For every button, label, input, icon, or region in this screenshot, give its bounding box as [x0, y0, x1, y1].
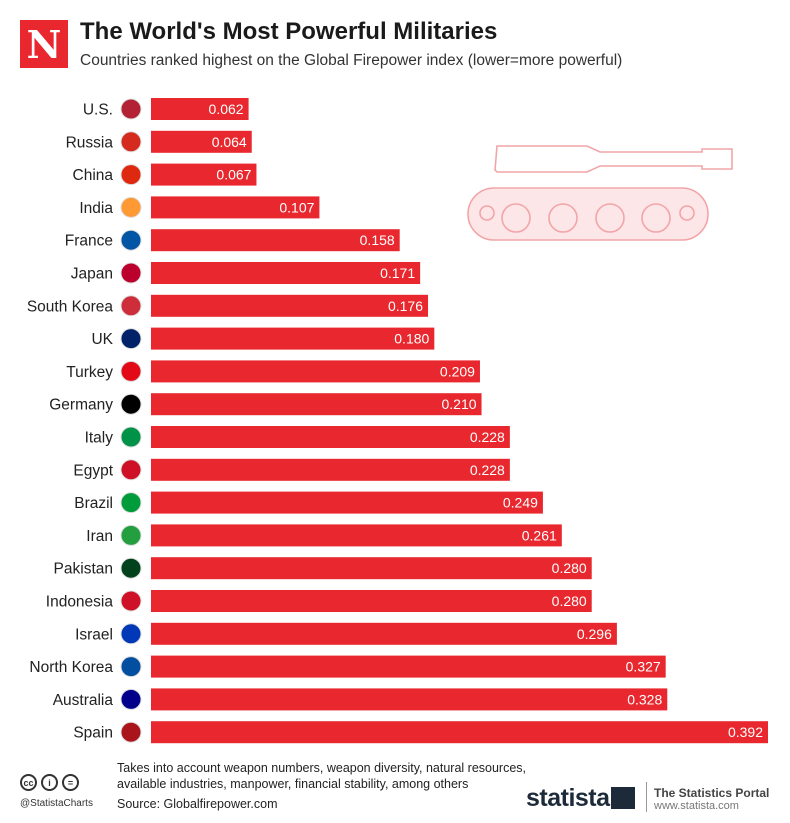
flag-icon-egypt — [120, 459, 142, 481]
value-label-germany: 0.210 — [441, 396, 476, 412]
value-label-spain: 0.392 — [728, 724, 763, 740]
category-label-egypt: Egypt — [73, 462, 113, 479]
bar-china — [151, 163, 257, 186]
value-label-brazil: 0.249 — [503, 495, 538, 511]
flag-icon-italy — [120, 426, 142, 448]
bar-chart: U.S. 0.062 Russia 0.064 China 0.067 India 0.107… — [27, 98, 768, 744]
value-label-uk: 0.180 — [394, 331, 429, 347]
category-label-turkey: Turkey — [66, 364, 113, 381]
value-label-china: 0.067 — [216, 167, 251, 183]
value-label-pakistan: 0.280 — [552, 560, 587, 576]
flag-icon-india — [120, 196, 142, 218]
value-label-iran: 0.261 — [522, 527, 557, 543]
category-label-india: India — [79, 200, 113, 217]
category-label-italy: Italy — [85, 430, 114, 447]
category-label-israel: Israel — [75, 626, 113, 643]
category-label-pakistan: Pakistan — [54, 561, 113, 578]
bar-italy — [151, 426, 510, 448]
statista-mark-icon — [611, 787, 635, 809]
flag-icon-indonesia — [120, 590, 142, 612]
bar-germany — [151, 393, 482, 416]
chart-subtitle: Countries ranked highest on the Global F… — [80, 52, 623, 69]
value-label-russia: 0.064 — [212, 134, 247, 150]
flag-icon-japan — [120, 262, 142, 284]
flag-icon-russia — [120, 131, 142, 153]
newsweek-logo: N — [20, 20, 68, 68]
bar-russia — [151, 130, 252, 153]
flag-icon-france — [120, 229, 142, 251]
flag-icon-spain — [120, 721, 142, 743]
flag-icon-south-korea — [120, 295, 142, 317]
flag-icon-north-korea — [120, 656, 142, 678]
statista-logo: statista — [526, 784, 610, 812]
category-label-brazil: Brazil — [74, 495, 113, 512]
tank-icon — [467, 145, 733, 241]
category-label-iran: Iran — [86, 528, 113, 545]
category-label-france: France — [65, 233, 113, 250]
category-label-south-korea: South Korea — [27, 298, 114, 315]
flag-icon-turkey — [120, 360, 142, 382]
creative-commons-icon: cc — [20, 774, 37, 791]
category-label-russia: Russia — [66, 134, 114, 151]
category-label-australia: Australia — [53, 692, 114, 709]
flag-icon-pakistan — [120, 557, 142, 579]
bar-japan — [151, 262, 421, 284]
bar-south-korea — [151, 294, 429, 317]
portal-tagline: The Statistics Portal — [654, 786, 770, 800]
bar-brazil — [151, 491, 543, 514]
value-label-u-s: 0.062 — [209, 101, 244, 117]
bar-north-korea — [151, 655, 666, 678]
category-label-uk: UK — [91, 331, 113, 348]
category-label-spain: Spain — [73, 725, 113, 742]
bar-u-s — [151, 98, 249, 120]
category-label-germany: Germany — [49, 397, 113, 414]
no-derivatives-icon: = — [62, 774, 79, 791]
bar-spain — [151, 721, 768, 744]
flag-icon-israel — [120, 623, 142, 645]
bar-france — [151, 229, 400, 252]
flag-icon-china — [120, 164, 142, 186]
chart-title: The World's Most Powerful Militaries — [80, 18, 498, 45]
flag-icon-iran — [120, 524, 142, 546]
category-label-u-s: U.S. — [83, 102, 113, 119]
attribution-icon: i — [41, 774, 58, 791]
value-label-indonesia: 0.280 — [552, 593, 587, 609]
value-label-turkey: 0.209 — [440, 363, 475, 379]
social-handle: @StatistaCharts — [20, 798, 93, 809]
value-label-australia: 0.328 — [627, 691, 662, 707]
flag-icon-uk — [120, 328, 142, 350]
value-label-egypt: 0.228 — [470, 462, 505, 478]
divider — [646, 782, 647, 812]
bar-iran — [151, 524, 562, 547]
value-label-north-korea: 0.327 — [626, 659, 661, 675]
flag-icon-australia — [120, 688, 142, 710]
bar-australia — [151, 688, 668, 711]
bar-egypt — [151, 458, 510, 481]
flag-icon-germany — [120, 393, 142, 415]
flag-icon-u-s — [120, 98, 142, 120]
value-label-france: 0.158 — [360, 232, 395, 248]
value-label-south-korea: 0.176 — [388, 298, 423, 314]
bar-pakistan — [151, 557, 592, 580]
category-label-japan: Japan — [71, 266, 113, 283]
bar-india — [151, 196, 320, 219]
bar-turkey — [151, 360, 480, 383]
value-label-israel: 0.296 — [577, 626, 612, 642]
bar-indonesia — [151, 590, 592, 612]
category-label-china: China — [73, 167, 114, 184]
value-label-italy: 0.228 — [470, 429, 505, 445]
license-icons: cc i = — [20, 774, 79, 791]
category-label-north-korea: North Korea — [29, 659, 113, 676]
bar-uk — [151, 327, 435, 350]
portal-url: www.statista.com — [654, 800, 739, 812]
value-label-japan: 0.171 — [380, 265, 415, 281]
category-label-indonesia: Indonesia — [46, 594, 114, 611]
bar-israel — [151, 622, 617, 645]
value-label-india: 0.107 — [279, 199, 314, 215]
flag-icon-brazil — [120, 492, 142, 514]
source-note: Source: Globalfirepower.com — [117, 797, 278, 811]
methodology-note: Takes into account weapon numbers, weapo… — [117, 761, 527, 791]
